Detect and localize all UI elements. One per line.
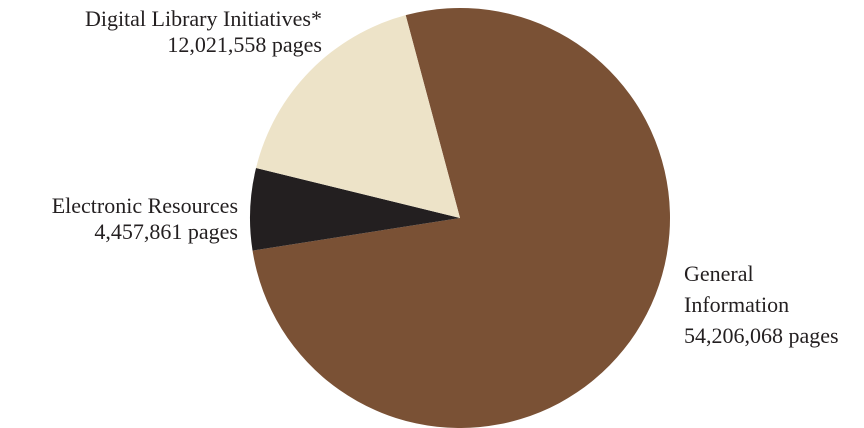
slice-name-electronic-resources: Electronic Resources	[51, 193, 238, 218]
label-general-information: General Information 54,206,068 pages	[684, 258, 839, 351]
slice-name-general-information-line1: General	[684, 261, 754, 286]
pie-slice-general-information	[252, 8, 671, 428]
pie-slice-digital-library-initiatives	[256, 15, 460, 218]
label-electronic-resources: Electronic Resources 4,457,861 pages	[52, 193, 238, 245]
slice-value-digital-library-initiatives: 12,021,558 pages	[167, 32, 322, 57]
label-digital-library-initiatives: Digital Library Initiatives* 12,021,558 …	[85, 6, 322, 58]
slice-value-electronic-resources: 4,457,861 pages	[94, 219, 238, 244]
slice-value-general-information: 54,206,068 pages	[684, 323, 839, 348]
slice-name-digital-library-initiatives: Digital Library Initiatives*	[84, 6, 322, 31]
slice-name-general-information-line2: Information	[684, 292, 790, 317]
pie-slice-electronic-resources	[250, 168, 460, 251]
